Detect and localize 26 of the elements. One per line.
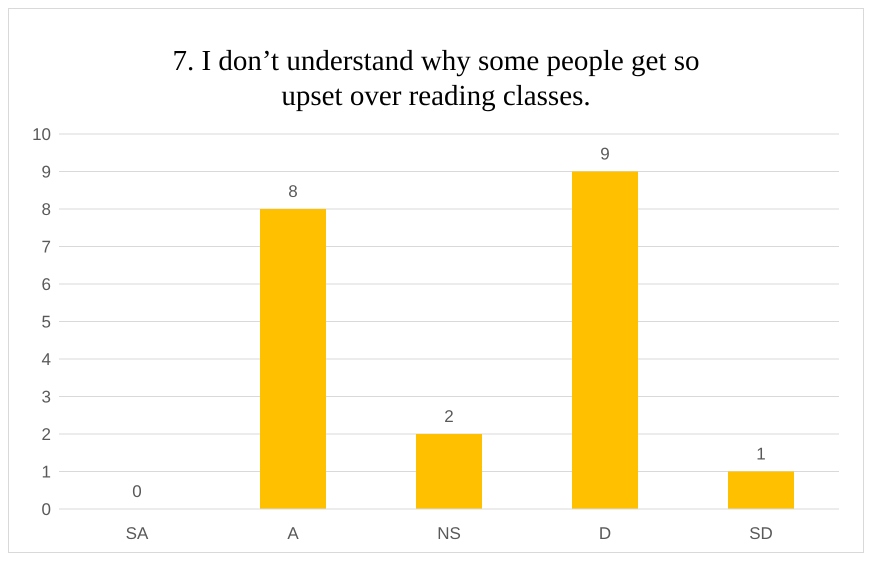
- bar: [572, 172, 638, 509]
- x-tick-label: SA: [126, 524, 149, 544]
- y-tick-label: 3: [42, 388, 51, 407]
- x-tick-label: NS: [437, 524, 461, 544]
- data-label: 2: [444, 407, 454, 426]
- data-label: 0: [132, 482, 142, 501]
- data-label: 8: [288, 182, 298, 201]
- y-tick-label: 4: [42, 350, 51, 370]
- y-tick-label: 1: [42, 462, 51, 482]
- y-tick-label: 6: [42, 275, 51, 294]
- x-tick-label: D: [598, 524, 612, 544]
- bar: [728, 472, 794, 509]
- x-tick-label: SD: [749, 524, 773, 544]
- y-tick-label: 7: [42, 238, 51, 257]
- bar: [416, 434, 482, 509]
- y-tick-label: 0: [42, 500, 51, 520]
- chart-title: 7. I don’t understand why some people get so upset over reading classes.: [171, 44, 700, 114]
- data-label: 1: [756, 444, 766, 464]
- y-tick-label: 8: [42, 200, 51, 220]
- bar: [260, 209, 326, 509]
- y-tick-label: 2: [42, 425, 51, 444]
- x-tick-label: A: [287, 524, 300, 544]
- y-tick-label: 5: [42, 312, 51, 332]
- y-tick-label: 9: [42, 162, 51, 182]
- data-label: 9: [600, 144, 610, 164]
- y-tick-label: 10: [32, 125, 51, 144]
